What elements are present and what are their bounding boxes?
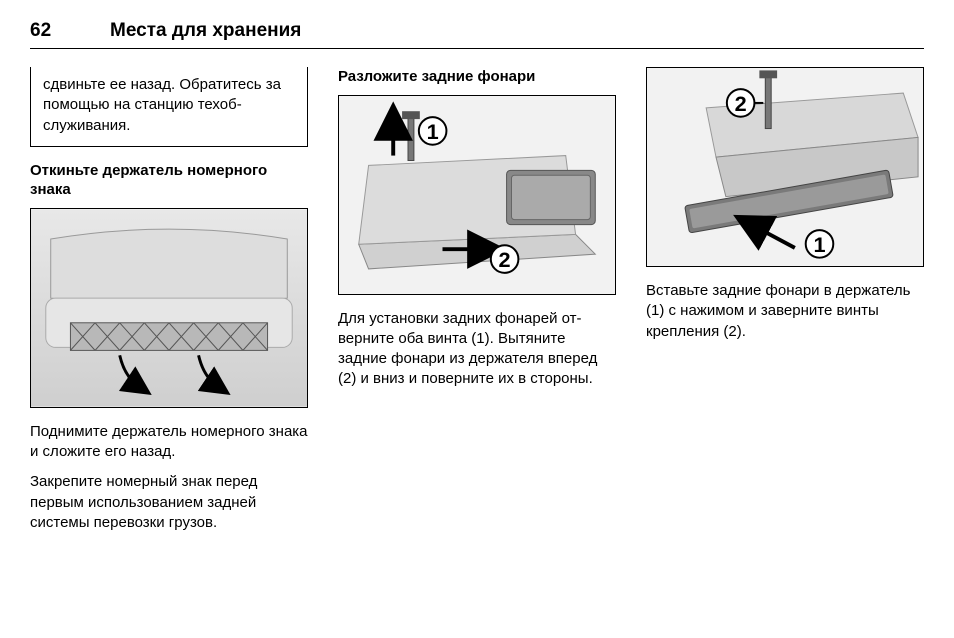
col2-para: Для установки задних фонарей от­верните … <box>338 309 616 390</box>
col2-heading: Разложите задние фонари <box>338 67 616 87</box>
column-1: сдвиньте ее назад. Обратитесь за помощью… <box>30 67 308 543</box>
continuation-box: сдвиньте ее назад. Обратитесь за помощью… <box>30 67 308 147</box>
col1-para1: Поднимите держатель номерного знака и сл… <box>30 422 308 463</box>
col3-para: Вставьте задние фонари в держа­тель (1) … <box>646 281 924 342</box>
callout-1: 1 <box>813 232 825 257</box>
page-number: 62 <box>30 20 90 42</box>
col1-para2: Закрепите номерный знак перед первым исп… <box>30 472 308 533</box>
col1-heading: Откиньте держатель номерного знака <box>30 161 308 200</box>
content-columns: сдвиньте ее назад. Обратитесь за помощью… <box>30 67 924 543</box>
manual-page: 62 Места для хранения сдвиньте ее назад.… <box>0 0 954 638</box>
callout-1: 1 <box>427 118 439 143</box>
column-3: 2 1 Вставьте задние фонари в держа­тель … <box>646 67 924 543</box>
page-header: 62 Места для хранения <box>30 20 924 49</box>
column-2: Разложите задние фонари <box>338 67 616 543</box>
callout-2: 2 <box>735 91 747 116</box>
figure-rear-lights-remove: 1 2 <box>338 95 616 295</box>
figure-plate-holder <box>30 208 308 408</box>
callout-2: 2 <box>499 246 511 271</box>
figure-rear-lights-install: 2 1 <box>646 67 924 267</box>
page-title: Места для хранения <box>110 20 301 42</box>
